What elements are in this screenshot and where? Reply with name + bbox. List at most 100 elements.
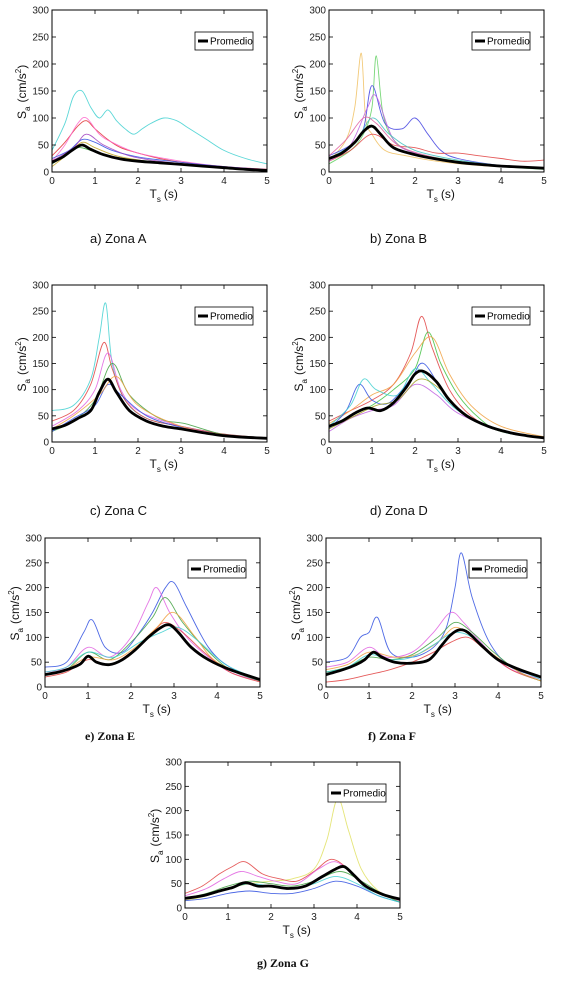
y-tick-label: 200 <box>309 333 326 344</box>
legend: Promedio <box>471 31 531 51</box>
record-curves <box>329 315 544 439</box>
panel-caption: b) Zona B <box>370 231 427 246</box>
promedio-series <box>185 865 400 901</box>
panel-caption: g) Zona G <box>257 956 309 970</box>
y-tick-label: 250 <box>309 307 326 318</box>
y-tick-label: 200 <box>32 60 49 71</box>
y-axis-label: Sa(cm/s2) <box>291 337 309 391</box>
record-series-3 <box>45 597 260 682</box>
y-tick-label: 200 <box>25 583 42 594</box>
y-tick-label: 150 <box>306 608 323 619</box>
x-tick-label: 4 <box>498 176 504 187</box>
x-tick-label: 2 <box>135 446 141 457</box>
record-series-2 <box>52 342 267 439</box>
chart-zona-d: 0 50 100 150 200 250 300 0 1 2 3 4 5 Ts (s) Sa(cm/s2) Pr… <box>291 281 547 519</box>
record-series-4 <box>329 362 544 439</box>
y-tick-label: 50 <box>31 658 43 669</box>
record-curves <box>52 89 267 171</box>
x-tick-label: 4 <box>221 446 227 457</box>
chart-zona-f: 0 50 100 150 200 250 300 0 1 2 3 4 5 Ts (s) Sa(cm/s2) Pr… <box>288 534 544 744</box>
x-tick-label: 0 <box>49 176 55 187</box>
x-tick-label: 4 <box>498 446 504 457</box>
record-series-7 <box>329 378 544 439</box>
x-tick-label: 2 <box>412 176 418 187</box>
x-tick-label: 2 <box>409 691 415 702</box>
y-axis-label: Sa(cm/s2) <box>288 586 306 640</box>
y-tick-label: 50 <box>38 141 50 152</box>
y-tick-label: 250 <box>25 558 42 569</box>
y-tick-label: 300 <box>309 281 326 292</box>
y-tick-label: 50 <box>312 658 324 669</box>
y-tick-label: 300 <box>32 281 49 292</box>
record-series-2 <box>45 587 260 682</box>
x-tick-label: 3 <box>455 176 461 187</box>
x-tick-label: 0 <box>42 691 48 702</box>
legend: Promedio <box>194 31 254 51</box>
x-tick-label: 5 <box>541 446 547 457</box>
y-tick-label: 300 <box>32 6 49 17</box>
y-tick-label: 300 <box>306 534 323 545</box>
x-tick-label: 0 <box>326 446 332 457</box>
y-tick-label: 50 <box>315 141 327 152</box>
panel-caption: a) Zona A <box>90 231 147 246</box>
y-axis-label: Sa(cm/s2) <box>14 337 32 391</box>
x-tick-label: 4 <box>354 912 360 923</box>
y-tick-label: 50 <box>171 879 183 890</box>
y-tick-label: 150 <box>309 87 326 98</box>
promedio-series <box>329 124 544 170</box>
y-tick-label: 250 <box>165 782 182 793</box>
legend: Promedio <box>187 559 247 579</box>
panel-caption: c) Zona C <box>90 503 147 518</box>
x-tick-label: 0 <box>326 176 332 187</box>
x-tick-label: 1 <box>92 446 98 457</box>
x-axis-label: Ts (s) <box>427 187 455 204</box>
y-tick-label: 200 <box>165 806 182 817</box>
y-tick-label: 100 <box>32 114 49 125</box>
x-tick-label: 5 <box>541 176 547 187</box>
y-tick-label: 0 <box>317 683 323 694</box>
record-curves <box>329 52 544 170</box>
y-tick-label: 100 <box>165 855 182 866</box>
x-tick-label: 1 <box>225 912 231 923</box>
x-tick-label: 2 <box>128 691 134 702</box>
x-tick-label: 0 <box>323 691 329 702</box>
legend-label: Promedio <box>210 37 253 48</box>
y-tick-label: 100 <box>309 114 326 125</box>
y-axis-label: Sa(cm/s2) <box>147 809 165 863</box>
chart-zona-a: 0 50 100 150 200 250 300 0 1 2 3 4 5 Ts (s) Sa(cm/s2) Pr… <box>14 6 270 247</box>
y-tick-label: 250 <box>32 307 49 318</box>
record-series-6 <box>52 376 267 440</box>
legend-label: Promedio <box>487 37 530 48</box>
y-tick-label: 150 <box>165 831 182 842</box>
legend-label: Promedio <box>203 565 246 576</box>
x-tick-label: 1 <box>92 176 98 187</box>
record-series-1 <box>326 552 541 678</box>
record-series-1 <box>45 580 260 680</box>
panel-caption: f) Zona F <box>368 729 416 743</box>
x-tick-label: 3 <box>455 446 461 457</box>
x-tick-label: 5 <box>397 912 403 923</box>
record-series-1 <box>329 315 544 439</box>
promedio-series <box>45 623 260 681</box>
legend-label: Promedio <box>484 565 527 576</box>
y-tick-label: 250 <box>306 558 323 569</box>
legend: Promedio <box>471 306 531 326</box>
y-tick-label: 50 <box>38 411 50 422</box>
record-series-3 <box>326 636 541 683</box>
y-tick-label: 0 <box>320 168 326 179</box>
x-axis-label: Ts (s) <box>283 923 311 940</box>
x-tick-label: 0 <box>49 446 55 457</box>
x-tick-label: 5 <box>538 691 544 702</box>
legend-label: Promedio <box>487 312 530 323</box>
y-axis-label: Sa(cm/s2) <box>14 65 32 119</box>
x-tick-label: 1 <box>369 446 375 457</box>
x-tick-label: 4 <box>221 176 227 187</box>
record-series-4 <box>52 363 267 440</box>
record-series-4 <box>185 880 400 903</box>
y-tick-label: 100 <box>309 385 326 396</box>
x-tick-label: 3 <box>452 691 458 702</box>
y-tick-label: 0 <box>43 168 49 179</box>
y-tick-label: 0 <box>36 683 42 694</box>
x-tick-label: 0 <box>182 912 188 923</box>
legend: Promedio <box>194 306 254 326</box>
